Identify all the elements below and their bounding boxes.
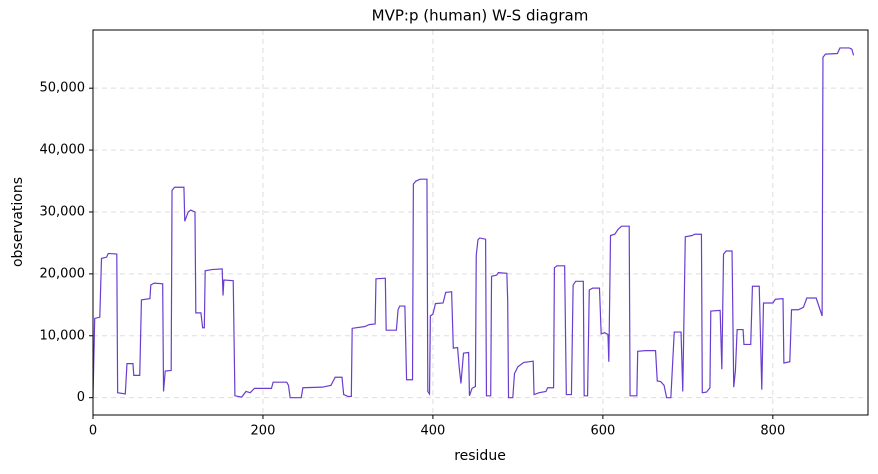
y-axis-label: observations <box>10 177 26 267</box>
y-tick-label: 10,000 <box>40 328 86 343</box>
y-tick-label: 0 <box>77 390 85 405</box>
x-tick-label: 600 <box>590 424 615 439</box>
y-tick-label: 50,000 <box>40 81 86 96</box>
chart-title: MVP:p (human) W-S diagram <box>372 7 589 25</box>
y-tick-label: 20,000 <box>40 266 86 281</box>
y-tick-label: 30,000 <box>40 204 86 219</box>
x-tick-label: 800 <box>760 424 785 439</box>
y-tick-label: 40,000 <box>40 143 86 158</box>
x-tick-label: 400 <box>420 424 445 439</box>
x-axis-label: residue <box>454 448 506 464</box>
plot-frame <box>92 29 869 416</box>
x-tick-label: 0 <box>89 424 97 439</box>
x-tick-label: 200 <box>251 424 276 439</box>
series-line <box>92 47 855 399</box>
